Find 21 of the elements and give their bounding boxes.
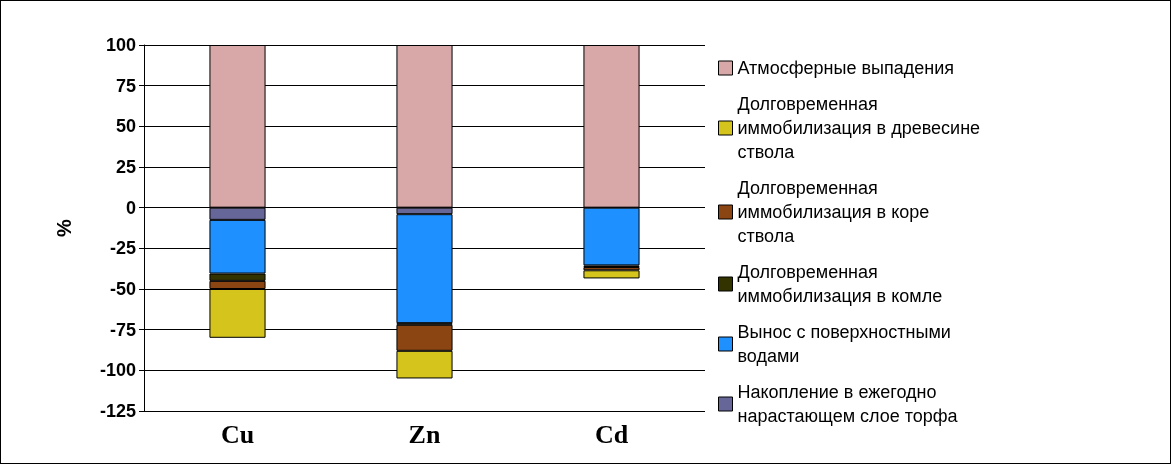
y-tick-label: -100 xyxy=(99,360,136,381)
x-tick-label: Zn xyxy=(408,419,441,449)
y-axis-title: % xyxy=(53,218,75,237)
legend-label: Накопление в ежегодно нарастающем слое торфа xyxy=(737,382,959,426)
y-tick-label: -50 xyxy=(109,279,136,299)
legend-label: Атмосферные выпадения xyxy=(737,58,954,78)
x-tick-label: Cd xyxy=(594,419,629,449)
y-tick-label: 25 xyxy=(115,157,136,177)
y-tick-label: 50 xyxy=(115,116,136,137)
y-tick-label: -25 xyxy=(109,238,136,259)
bar xyxy=(583,270,640,279)
y-tick-label: -75 xyxy=(109,319,136,340)
y-tick-label: 75 xyxy=(115,75,136,96)
legend-label: Долговременная иммобилизация в коре ствола xyxy=(737,178,935,246)
x-tick-label: Cu xyxy=(220,419,255,449)
legend-label: Вынос с поверхностными водами xyxy=(737,322,956,366)
legend-label: Долговременная иммобилизация в комле xyxy=(737,262,943,306)
legend-label: Долговременная иммобилизация в древесине ствола xyxy=(737,94,986,162)
y-tick-label: -125 xyxy=(99,401,136,421)
y-tick-label: 0 xyxy=(125,197,136,218)
y-tick-label: 100 xyxy=(105,35,136,55)
